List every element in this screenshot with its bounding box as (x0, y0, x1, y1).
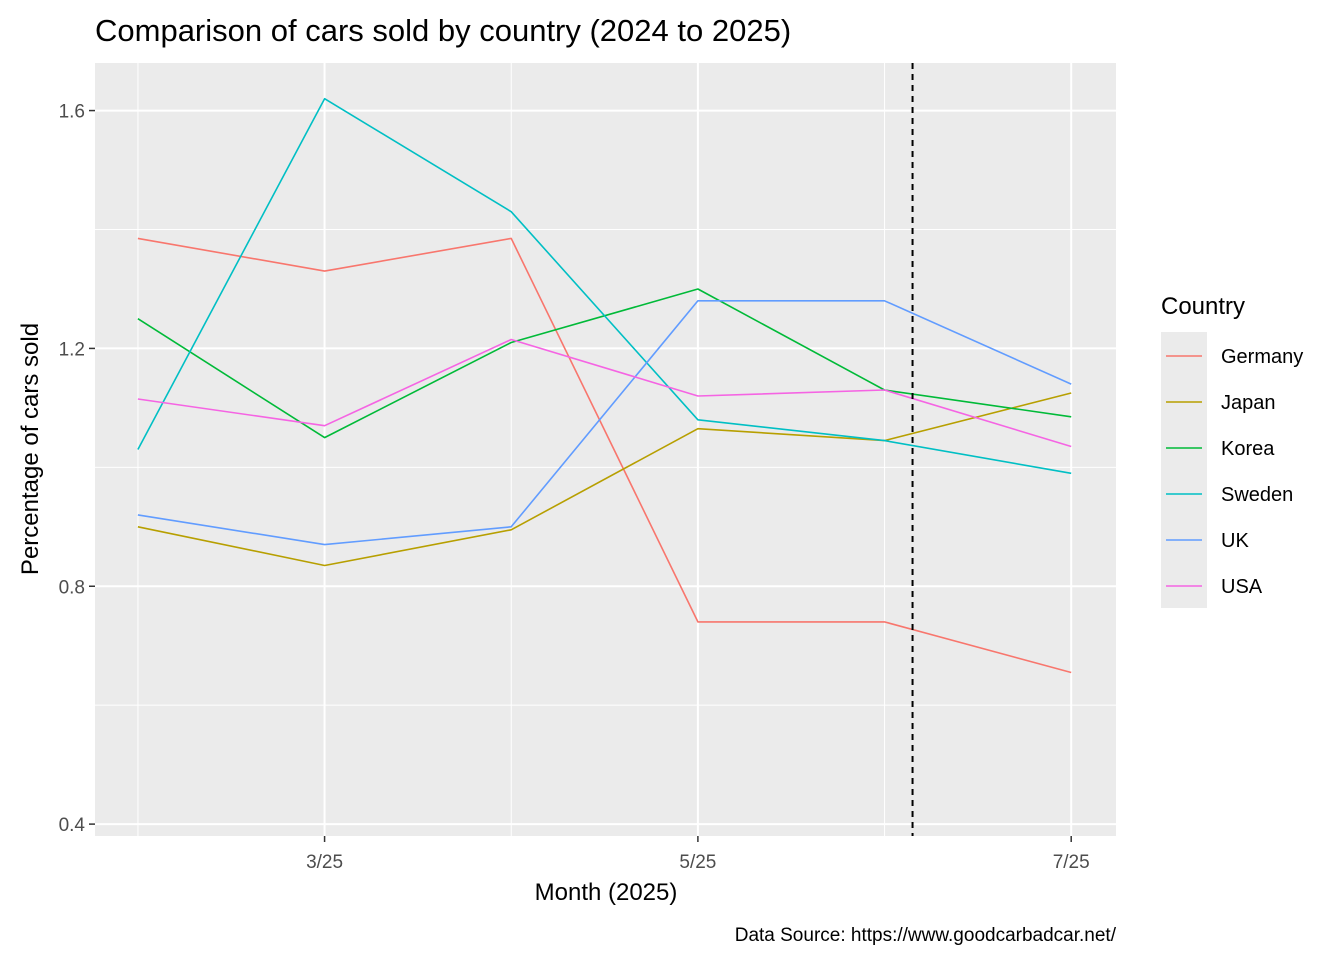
x-tick-label: 3/25 (306, 852, 343, 873)
series-line-germany (137, 237, 1072, 674)
series-lines (137, 97, 1072, 674)
chart-title: Comparison of cars sold by country (2024… (95, 13, 791, 48)
major-gridlines (95, 63, 1116, 836)
x-axis-title: Month (2025) (535, 879, 678, 906)
x-tick-label: 7/25 (1053, 852, 1090, 873)
y-tick-label: 0.8 (59, 577, 85, 598)
x-axis: 3/25 5/25 7/25 (306, 836, 1090, 873)
legend-label-germany: Germany (1221, 346, 1303, 368)
x-tick-label: 5/25 (679, 852, 716, 873)
legend-title: Country (1161, 293, 1245, 320)
series-line-usa (137, 338, 1072, 448)
y-axis-title: Percentage of cars sold (17, 323, 44, 575)
series-line-japan (137, 392, 1072, 567)
legend-key-background (1161, 332, 1207, 608)
y-tick-label: 0.4 (59, 815, 86, 836)
legend-label-usa: USA (1221, 576, 1263, 598)
y-tick-label: 1.6 (59, 102, 85, 123)
legend-items: Germany Japan Korea Sweden UK USA (1166, 346, 1303, 598)
legend-label-sweden: Sweden (1221, 484, 1293, 506)
series-line-uk (137, 299, 1072, 546)
legend-label-korea: Korea (1221, 438, 1275, 460)
series-line-sweden (137, 97, 1072, 475)
legend-label-uk: UK (1221, 530, 1249, 552)
y-tick-label: 1.2 (59, 339, 85, 360)
y-axis: 0.4 0.8 1.2 1.6 (59, 102, 95, 836)
data-source-caption: Data Source: https://www.goodcarbadcar.n… (735, 925, 1117, 946)
legend: Country Germany Japan Korea Sweden UK USA (1161, 293, 1303, 608)
plot-panel (95, 63, 1116, 836)
legend-label-japan: Japan (1221, 392, 1276, 414)
